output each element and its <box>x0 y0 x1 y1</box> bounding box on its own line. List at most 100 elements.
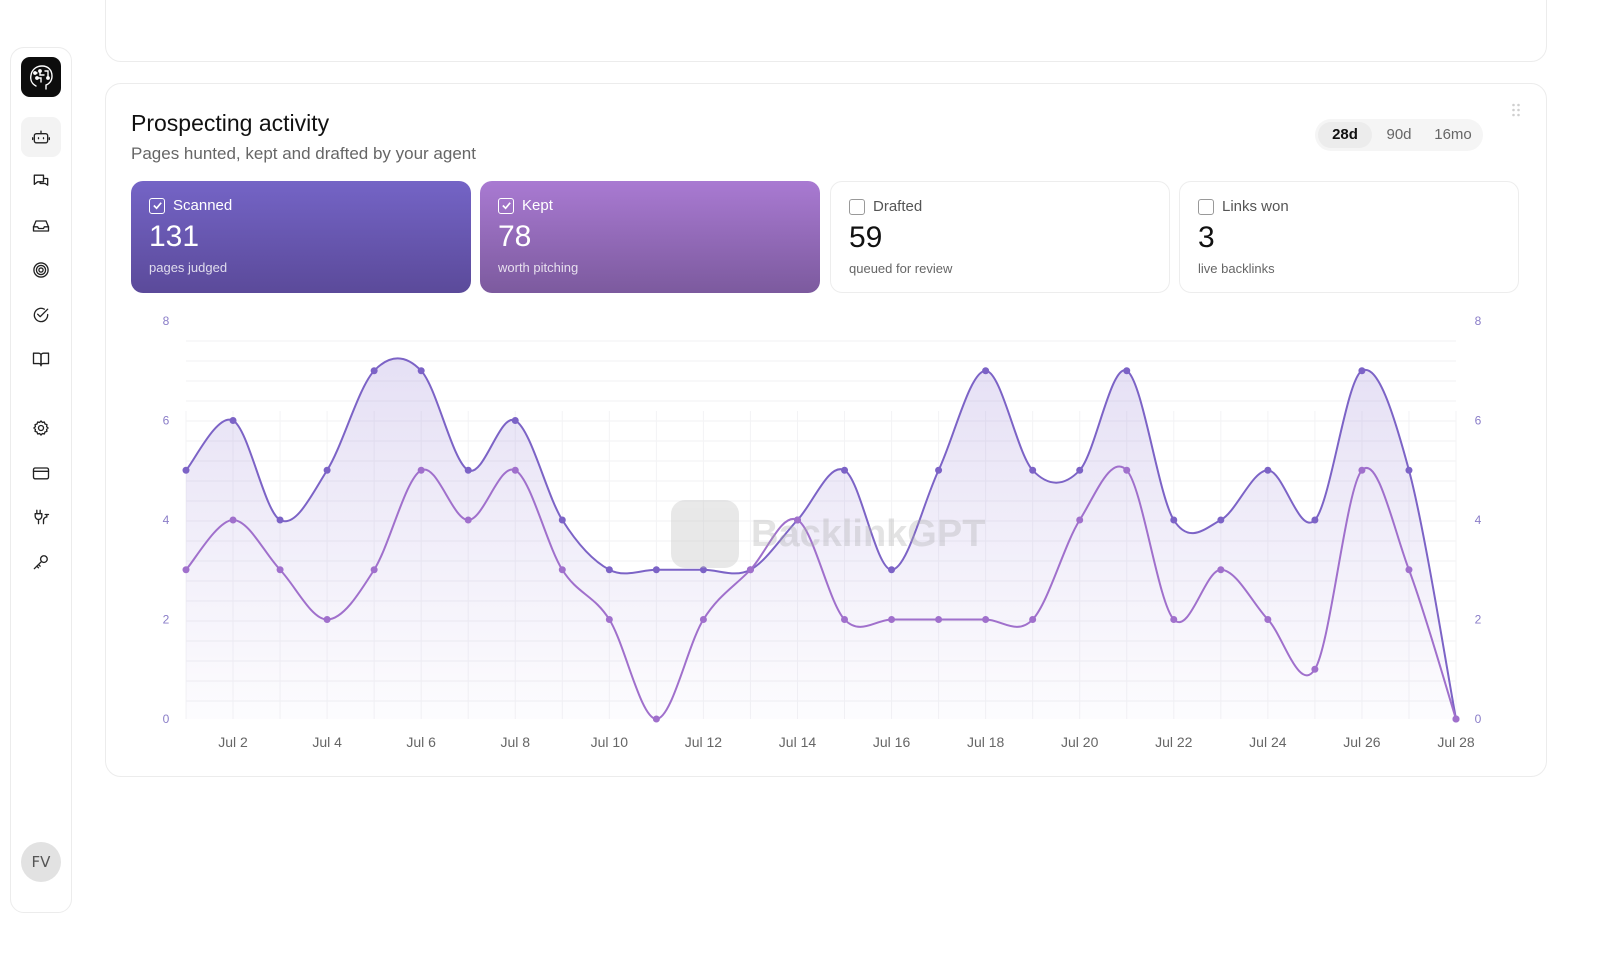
target-icon <box>33 262 49 278</box>
x-tick-label: Jul 4 <box>312 734 342 750</box>
y-tick-label-right: 8 <box>1475 314 1482 328</box>
range-90d[interactable]: 90d <box>1386 126 1412 143</box>
data-point-kept <box>1123 466 1131 474</box>
series-area-scanned <box>186 358 1456 719</box>
y-tick-label-left: 8 <box>163 314 170 328</box>
stat-drafted[interactable]: Drafted 59 queued for review <box>830 181 1170 293</box>
x-tick-label: Jul 8 <box>500 734 530 750</box>
data-point-kept <box>935 616 943 623</box>
nav-conversations[interactable] <box>21 161 61 201</box>
brain-logo[interactable] <box>21 57 61 97</box>
x-tick-label: Jul 24 <box>1249 734 1287 750</box>
sidebar: FV <box>10 47 72 913</box>
data-point-scanned <box>417 367 425 375</box>
stat-kept[interactable]: Kept 78 worth pitching <box>480 181 820 293</box>
checkbox-checked-icon[interactable] <box>498 197 514 214</box>
x-tick-label: Jul 10 <box>591 734 629 750</box>
credit-card-icon <box>32 467 50 480</box>
data-point-scanned <box>1264 466 1272 474</box>
book-icon <box>32 352 50 367</box>
prospecting-chart: 0 0 2 2 4 4 6 6 8 8 Jul 2 Jul 4 Jul 6 Jul 8 Jul 10 Jul … <box>163 314 1482 750</box>
data-point-kept <box>511 466 519 474</box>
stat-value: 3 <box>1198 221 1215 254</box>
data-point-scanned <box>1405 466 1413 474</box>
nav-agent[interactable] <box>21 117 61 157</box>
y-tick-label-left: 2 <box>163 613 170 627</box>
data-point-scanned <box>370 367 378 375</box>
stat-links-won[interactable]: Links won 3 live backlinks <box>1179 181 1519 293</box>
data-point-kept <box>605 616 613 623</box>
stat-label: Scanned <box>173 197 233 214</box>
nav-docs[interactable] <box>21 339 61 379</box>
data-point-scanned <box>1311 516 1319 524</box>
prospecting-activity-card: 0 0 2 2 4 4 6 6 8 8 Jul 2 Jul 4 Jul 6 Jul 8 Jul 10 Jul … <box>105 83 1547 777</box>
data-point-scanned <box>511 417 519 424</box>
checkbox-unchecked-icon[interactable] <box>849 198 865 215</box>
card-title: Prospecting activity <box>131 110 330 136</box>
data-point-kept <box>558 566 566 574</box>
check-circle-icon <box>33 307 49 323</box>
y-tick-label-right: 2 <box>1475 613 1482 627</box>
x-tick-label: Jul 26 <box>1343 734 1381 750</box>
x-tick-label: Jul 16 <box>873 734 911 750</box>
range-28d[interactable]: 28d <box>1318 122 1372 148</box>
stat-label: Drafted <box>873 198 923 215</box>
data-point-kept <box>1217 566 1225 574</box>
data-point-scanned <box>1076 466 1084 474</box>
brain-logo-icon <box>30 65 53 90</box>
range-16mo[interactable]: 16mo <box>1434 126 1472 143</box>
data-point-scanned <box>1217 516 1225 524</box>
data-point-kept <box>1170 616 1178 623</box>
data-point-kept <box>370 566 378 574</box>
nav-approvals[interactable] <box>21 295 61 335</box>
data-point-scanned <box>982 367 990 375</box>
data-point-scanned <box>605 566 613 574</box>
data-point-kept <box>229 516 237 524</box>
nav-targets[interactable] <box>21 250 61 290</box>
avatar[interactable]: FV <box>21 842 61 882</box>
x-tick-label: Jul 22 <box>1155 734 1193 750</box>
watermark-logo <box>671 500 739 568</box>
data-point-scanned <box>1029 466 1037 474</box>
data-point-kept <box>417 466 425 474</box>
inbox-icon <box>32 220 50 232</box>
x-tick-label: Jul 14 <box>779 734 817 750</box>
stat-value: 131 <box>149 220 200 253</box>
series-line-scanned <box>185 357 1457 720</box>
nav-settings[interactable] <box>21 408 61 448</box>
range-selector: 28d 90d 16mo <box>1315 119 1483 151</box>
data-point-scanned <box>1170 516 1178 524</box>
plugs-icon <box>34 509 50 525</box>
y-tick-label-left: 0 <box>163 712 170 726</box>
chat-icon <box>33 174 49 186</box>
gear-icon <box>33 420 49 436</box>
data-point-scanned <box>1123 367 1131 375</box>
data-point-kept <box>1452 715 1460 723</box>
drag-handle-icon[interactable] <box>1511 102 1521 118</box>
stat-scanned[interactable]: Scanned 131 pages judged <box>131 181 471 293</box>
x-tick-label: Jul 12 <box>685 734 723 750</box>
data-point-kept <box>1264 616 1272 623</box>
data-point-kept <box>982 616 990 623</box>
data-point-kept <box>1405 566 1413 574</box>
y-tick-label-left: 4 <box>163 513 170 527</box>
stat-sub: pages judged <box>149 260 228 275</box>
data-point-kept <box>1311 665 1319 673</box>
data-point-kept <box>888 616 896 623</box>
data-point-kept <box>323 616 331 623</box>
x-tick-label: Jul 20 <box>1061 734 1099 750</box>
x-tick-label: Jul 18 <box>967 734 1005 750</box>
checkbox-unchecked-icon[interactable] <box>1198 198 1214 215</box>
data-point-kept <box>1358 466 1366 474</box>
nav-api-keys[interactable] <box>21 542 61 582</box>
data-point-kept <box>652 715 660 723</box>
nav-inbox[interactable] <box>21 206 61 246</box>
data-point-kept <box>182 566 190 574</box>
data-point-kept <box>746 566 754 574</box>
data-point-scanned <box>464 466 472 474</box>
data-point-scanned <box>558 516 566 524</box>
nav-billing[interactable] <box>21 453 61 493</box>
nav-integrations[interactable] <box>21 497 61 537</box>
checkbox-checked-icon[interactable] <box>149 197 165 214</box>
x-tick-label: Jul 6 <box>406 734 436 750</box>
